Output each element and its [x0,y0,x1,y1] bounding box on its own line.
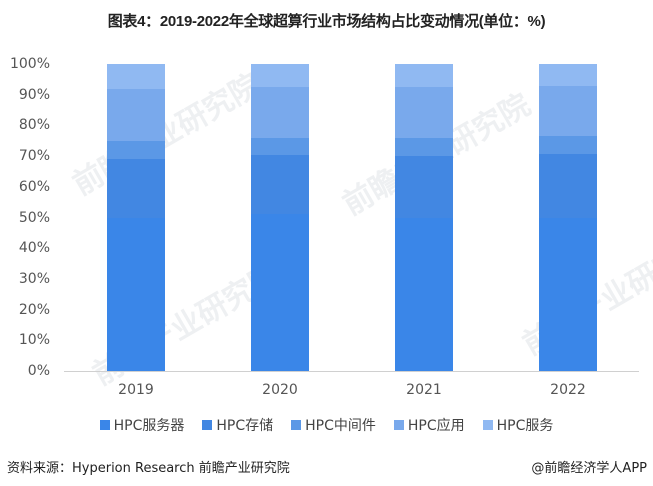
y-tick-label: 40% [18,240,50,257]
bar-segment [251,64,309,88]
bar-segment [251,214,309,371]
source-note: 资料来源：Hyperion Research 前瞻产业研究院 [7,461,290,476]
legend-swatch-icon [393,420,404,430]
bar-segment [539,154,597,218]
legend-swatch-icon [291,420,302,430]
bar-segment [539,86,597,137]
legend-label: HPC服务 [496,418,554,434]
y-tick-label: 100% [9,56,50,72]
bar-segment [539,64,597,87]
bar-segment [251,154,309,215]
legend-swatch-icon [99,420,110,430]
legend-label: HPC应用 [407,418,465,434]
bar-segment [395,137,453,157]
bar-segment [395,156,453,218]
bar-segment [251,137,309,155]
bar-segment [251,87,309,138]
bar-segment [107,140,165,160]
chart-legend: HPC服务器 HPC存储 HPC中间件 HPC应用 HPC服务 [0,415,653,435]
legend-label: HPC服务器 [113,418,185,434]
bar-segment [107,88,165,141]
chart-plot-area: 0% 10% 20% 30% 40% 50% 60% 70% 80% 90% 100% 2019 202… [9,56,639,398]
legend-label: HPC中间件 [305,418,376,434]
y-tick-label: 60% [18,178,50,195]
y-tick-label: 70% [18,148,50,165]
bar-segment [539,136,597,155]
bar-segment [107,218,165,371]
legend-item: HPC应用 [393,415,465,435]
y-tick-label: 50% [18,209,50,226]
x-tick-label: 2020 [262,382,298,398]
y-tick-label: 10% [18,332,50,349]
bar-segment [539,217,597,371]
bar-2021 [395,64,453,371]
x-tick-label: 2021 [406,382,442,398]
bar-segment [395,64,453,88]
y-tick-label: 20% [18,301,50,318]
y-tick-label: 90% [18,86,50,103]
legend-item: HPC存储 [202,415,273,435]
x-tick-label: 2022 [550,382,586,398]
bar-2022 [539,64,597,371]
legend-item: HPC中间件 [291,415,376,435]
bar-segment [107,159,165,219]
bar-2020 [251,64,309,371]
bar-segment [395,217,453,371]
legend-item: HPC服务 [482,415,554,435]
bar-2019 [107,64,165,371]
y-tick-label: 0% [27,363,50,379]
bar-segment [107,64,165,89]
y-tick-label: 30% [18,270,50,287]
x-axis-line [64,371,639,372]
y-tick-label: 80% [18,117,50,134]
legend-swatch-icon [482,420,493,430]
credit-note: @前瞻经济学人APP [531,461,647,476]
legend-swatch-icon [202,420,213,430]
x-tick-label: 2019 [118,382,154,398]
bar-segment [395,87,453,138]
chart-title: 图表4：2019-2022年全球超算行业市场结构占比变动情况(单位：%) [107,13,546,30]
legend-label: HPC存储 [216,418,274,434]
legend-item: HPC服务器 [99,415,185,435]
